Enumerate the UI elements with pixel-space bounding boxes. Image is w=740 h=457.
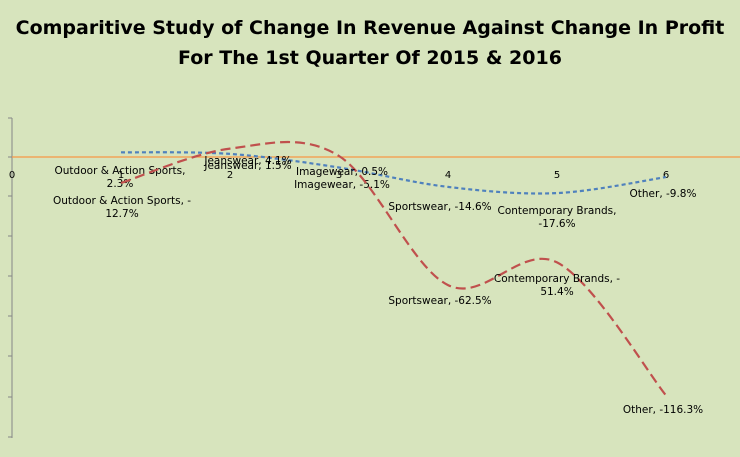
data-label-1-4: Sportswear, -14.6% <box>388 201 491 213</box>
data-label-1-5: Contemporary Brands, <box>497 205 616 217</box>
data-label-2-5: Contemporary Brands, - <box>494 273 620 285</box>
series-line-1 <box>120 151 667 195</box>
data-label-2-6: Other, -116.3% <box>623 404 703 416</box>
data-label-1-3: Imagewear, -5.1% <box>294 179 390 191</box>
data-label-1-1: Outdoor & Action Sports, <box>55 165 186 177</box>
series-line-2 <box>120 140 667 397</box>
data-label-2-1: Outdoor & Action Sports, - <box>53 195 191 207</box>
x-tick-label-0: 0 <box>9 170 15 181</box>
x-tick-label-3: 3 <box>336 170 342 181</box>
x-tick-label-1: 1 <box>118 170 124 181</box>
data-label-2-3: Imagewear, 0.5% <box>296 166 388 178</box>
chart-title-line-2: For The 1st Quarter Of 2015 & 2016 <box>178 47 562 69</box>
data-label-2-5: 51.4% <box>540 286 573 298</box>
data-label-1-5: -17.6% <box>538 218 575 230</box>
data-label-1-2: Jeanswear, 1.5% <box>203 160 291 172</box>
data-label-2-4: Sportswear, -62.5% <box>388 295 491 307</box>
data-label-2-2: Jeanswear, 4.1% <box>203 155 291 167</box>
chart-title-line-1: Comparitive Study of Change In Revenue A… <box>16 17 725 39</box>
x-tick-label-2: 2 <box>227 170 233 181</box>
data-label-1-6: Other, -9.8% <box>630 188 697 200</box>
x-tick-label-6: 6 <box>663 170 669 181</box>
x-tick-label-4: 4 <box>445 170 451 181</box>
x-tick-label-5: 5 <box>554 170 560 181</box>
data-label-2-1: 12.7% <box>105 208 138 220</box>
